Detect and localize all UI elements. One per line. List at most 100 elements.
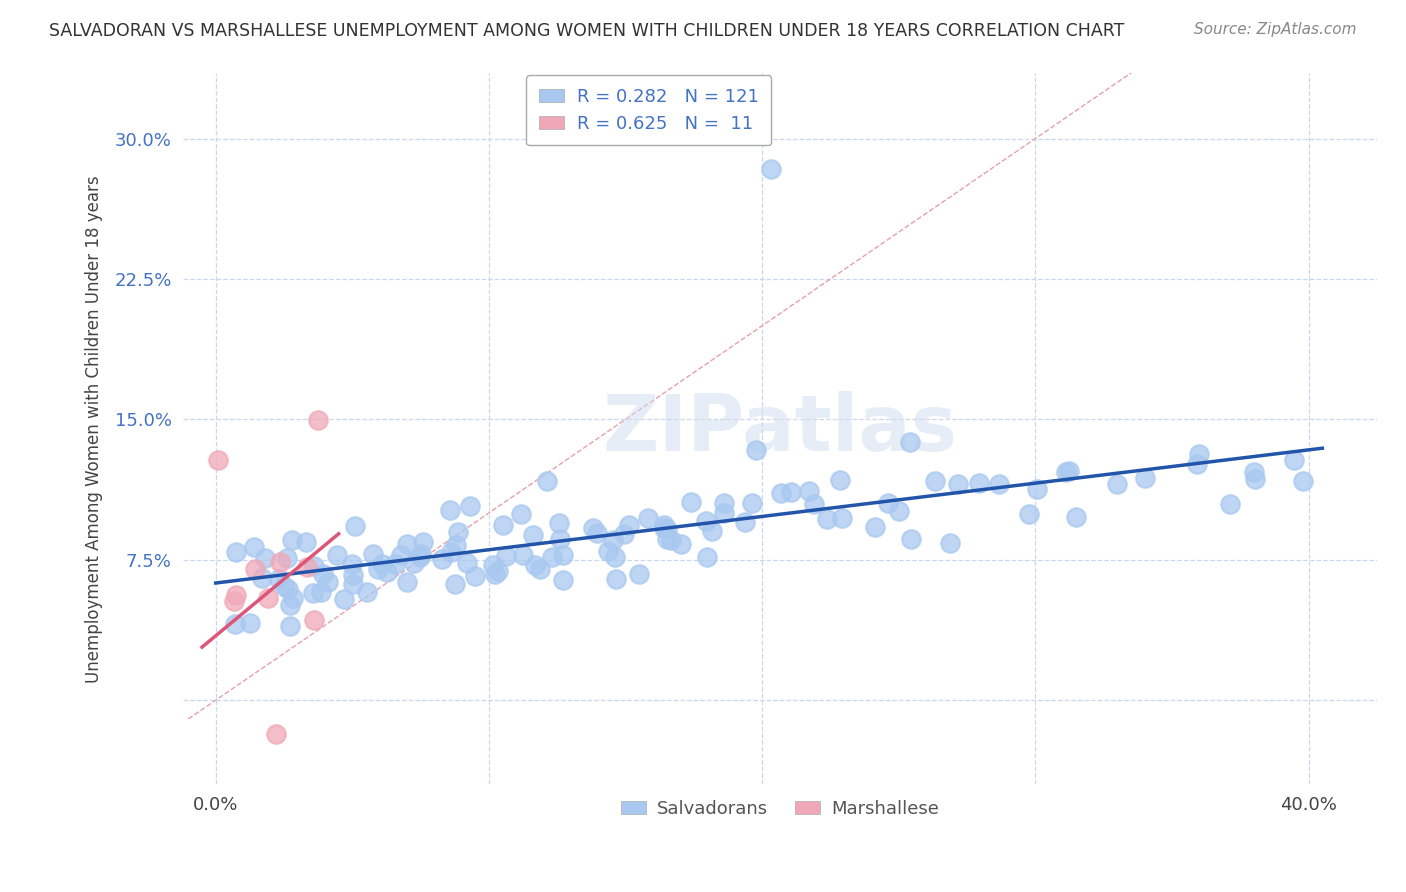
Point	[948, 477, 970, 491]
Point	[384, 557, 406, 571]
Point	[444, 538, 467, 552]
Point	[582, 521, 605, 535]
Point	[548, 532, 571, 546]
Point	[713, 506, 735, 520]
Text: Source: ZipAtlas.com: Source: ZipAtlas.com	[1194, 22, 1357, 37]
Point	[741, 496, 763, 510]
Point	[652, 518, 675, 533]
Point	[734, 515, 756, 529]
Point	[239, 616, 262, 631]
Point	[619, 518, 641, 533]
Point	[484, 566, 506, 581]
Point	[371, 558, 394, 572]
Point	[224, 616, 246, 631]
Point	[637, 511, 659, 525]
Point	[225, 588, 247, 602]
Point	[312, 567, 335, 582]
Point	[529, 562, 551, 576]
Point	[276, 551, 298, 566]
Point	[243, 540, 266, 554]
Point	[430, 552, 453, 566]
Point	[252, 571, 274, 585]
Point	[657, 532, 679, 546]
Point	[367, 562, 389, 576]
Point	[702, 524, 724, 538]
Point	[444, 577, 467, 591]
Point	[627, 566, 650, 581]
Point	[1064, 510, 1087, 524]
Point	[297, 560, 319, 574]
Point	[402, 556, 425, 570]
Point	[409, 549, 432, 564]
Point	[342, 577, 364, 591]
Point	[486, 564, 509, 578]
Point	[456, 556, 478, 570]
Point	[770, 486, 793, 500]
Point	[318, 574, 340, 589]
Point	[273, 579, 295, 593]
Point	[596, 544, 619, 558]
Point	[1187, 457, 1209, 471]
Legend: Salvadorans, Marshallese: Salvadorans, Marshallese	[613, 793, 946, 825]
Point	[481, 558, 503, 572]
Point	[1018, 508, 1040, 522]
Point	[269, 556, 291, 570]
Point	[602, 533, 624, 547]
Point	[603, 549, 626, 564]
Point	[669, 537, 692, 551]
Point	[309, 585, 332, 599]
Point	[815, 512, 838, 526]
Point	[207, 453, 229, 467]
Point	[541, 550, 564, 565]
Point	[900, 532, 922, 546]
Point	[302, 586, 325, 600]
Point	[277, 582, 299, 596]
Point	[1026, 482, 1049, 496]
Point	[411, 548, 433, 562]
Point	[887, 504, 910, 518]
Point	[412, 534, 434, 549]
Point	[1292, 474, 1315, 488]
Point	[281, 533, 304, 547]
Point	[553, 548, 575, 562]
Point	[803, 498, 825, 512]
Point	[389, 549, 412, 563]
Point	[280, 598, 302, 612]
Point	[356, 585, 378, 599]
Point	[512, 548, 534, 562]
Point	[361, 547, 384, 561]
Point	[458, 499, 481, 513]
Point	[586, 526, 609, 541]
Point	[681, 495, 703, 509]
Point	[828, 473, 851, 487]
Point	[495, 549, 517, 564]
Point	[1282, 452, 1305, 467]
Text: SALVADORAN VS MARSHALLESE UNEMPLOYMENT AMONG WOMEN WITH CHILDREN UNDER 18 YEARS : SALVADORAN VS MARSHALLESE UNEMPLOYMENT A…	[49, 22, 1125, 40]
Point	[340, 557, 363, 571]
Point	[440, 545, 463, 559]
Point	[492, 518, 515, 533]
Point	[1243, 465, 1265, 479]
Point	[302, 614, 325, 628]
Point	[938, 536, 960, 550]
Point	[1219, 497, 1241, 511]
Point	[696, 550, 718, 565]
Point	[302, 558, 325, 573]
Point	[325, 548, 347, 562]
Point	[1107, 477, 1129, 491]
Point	[375, 565, 398, 579]
Point	[877, 496, 900, 510]
Point	[343, 519, 366, 533]
Point	[342, 568, 364, 582]
Point	[278, 619, 301, 633]
Point	[396, 575, 419, 590]
Point	[779, 484, 801, 499]
Point	[553, 573, 575, 587]
Point	[605, 572, 627, 586]
Point	[439, 503, 461, 517]
Point	[1188, 447, 1211, 461]
Point	[222, 594, 245, 608]
Point	[898, 434, 921, 449]
Point	[447, 525, 470, 540]
Point	[1057, 465, 1080, 479]
